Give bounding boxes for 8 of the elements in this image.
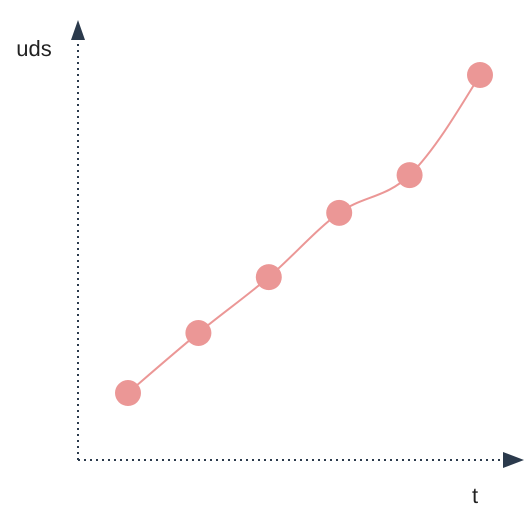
point — [467, 62, 493, 88]
point — [185, 320, 212, 346]
point — [326, 200, 352, 226]
point — [396, 162, 423, 188]
x-axis-title: t — [472, 483, 478, 508]
point — [256, 264, 282, 290]
y-axis-title: uds — [16, 36, 52, 61]
point — [115, 380, 141, 406]
